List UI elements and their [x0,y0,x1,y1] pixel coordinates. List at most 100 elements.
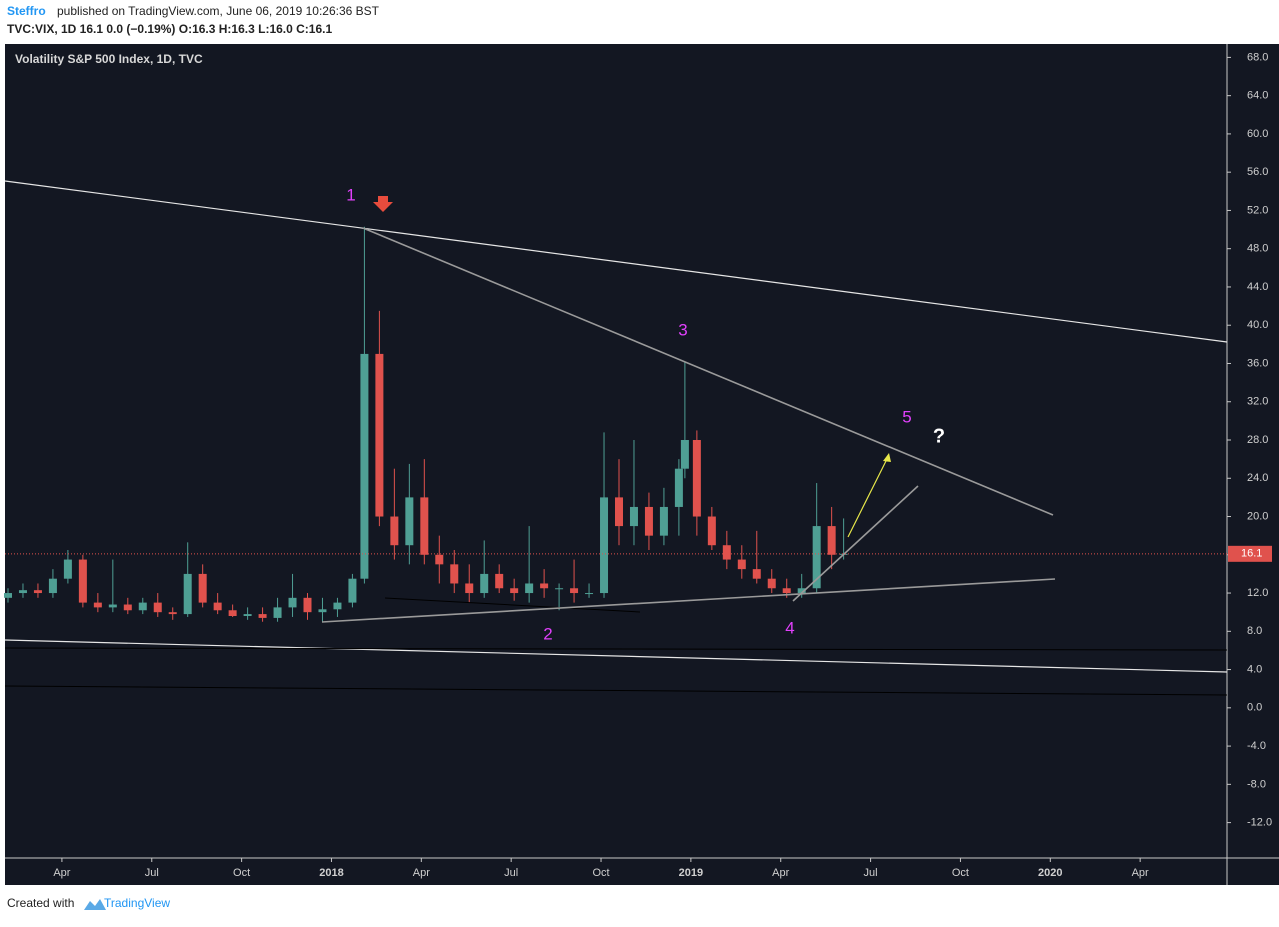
candle-body [465,583,474,594]
x-tick-label: Oct [952,867,969,879]
candle-body [213,602,222,611]
y-tick-label: 60.0 [1247,128,1268,140]
wave-label: 3 [678,320,687,339]
arrow-head [883,453,891,462]
published: published on TradingView.com, June 06, 2… [57,4,380,18]
last-price-label: 16.1 [1241,548,1262,560]
y-tick-label: -4.0 [1247,740,1266,752]
quote: TVC:VIX, 1D 16.1 0.0 (−0.19%) O:16.3 H:1… [7,22,332,36]
arrow [847,454,890,538]
x-tick-label: 2020 [1038,867,1062,879]
candle-body [450,564,459,584]
y-tick-label: 52.0 [1247,204,1268,216]
candle-body [707,516,716,546]
candle-body [78,559,87,603]
symbol-title: Volatility S&P 500 Index, 1D, TVC [15,52,203,66]
x-tick-label: Apr [53,867,70,879]
trendline [4,639,1228,673]
candle-body [525,583,534,594]
candle-body [303,597,312,613]
wave-label: 2 [543,624,552,643]
candle-body [63,559,72,579]
candle-body [348,578,357,603]
candle-body [722,545,731,560]
sell-arrow [373,196,393,212]
logo [84,899,106,910]
y-tick-label: -12.0 [1247,817,1272,829]
candle-body [752,569,761,579]
y-tick-label: 28.0 [1247,434,1268,446]
candle-body [570,588,579,594]
candle-body [318,609,327,613]
candle-body [674,468,683,507]
hline [4,647,1228,651]
candle-body [510,588,519,594]
candle-body [48,578,57,594]
footer-brand: TradingView [104,896,170,910]
wave-label: 4 [785,618,794,637]
candle-body [540,583,549,589]
y-tick-label: 4.0 [1247,663,1262,675]
y-tick-label: -8.0 [1247,778,1266,790]
y-tick-label: 56.0 [1247,166,1268,178]
candle-body [644,506,653,536]
candle-body [243,614,252,616]
candle-body [273,607,282,618]
trendline [321,578,1056,623]
candle-body [33,590,42,594]
x-tick-label: Oct [592,867,609,879]
candle-body [680,440,689,469]
candle-body [614,497,623,527]
plot-area [5,44,1279,885]
candle-body [93,602,102,608]
candle-body [827,526,836,555]
y-tick-label: 24.0 [1247,472,1268,484]
candle-body [737,559,746,570]
candle-body [435,554,444,565]
last-price-box [1228,545,1272,562]
candle-body [797,588,806,594]
x-tick-label: Apr [1132,867,1149,879]
trendline [362,227,1054,516]
x-tick-label: 2018 [319,867,343,879]
x-tick-label: Jul [864,867,878,879]
candle-body [600,497,609,594]
candle-body [228,610,237,616]
y-tick-label: 48.0 [1247,243,1268,255]
wave-label: 5 [902,407,911,426]
trendline [792,485,919,602]
y-tick-label: 68.0 [1247,51,1268,63]
candle-body [333,602,342,610]
candle-body [138,602,147,611]
hline [4,685,1228,696]
candle-body [585,593,594,595]
candle-body [692,440,701,517]
candle-body [480,573,489,594]
author: Steffro [7,4,46,18]
drawings: 1 2 3 4 5 ? [4,180,1228,696]
y-tick-label: 44.0 [1247,281,1268,293]
x-tick-label: Apr [772,867,789,879]
y-tick-label: 36.0 [1247,357,1268,369]
footer-created: Created with [7,896,74,910]
candle-body [555,588,564,590]
candle-body [183,573,192,615]
candle-body [153,602,162,613]
footer-bg [0,885,1279,922]
y-tick-label: 40.0 [1247,319,1268,331]
candle-body [375,353,384,517]
candle-body [258,614,267,618]
candle-body [782,588,791,594]
candle-body [18,590,27,594]
candle-body [288,597,297,608]
x-tick-label: Jul [145,867,159,879]
candle-body [812,526,821,589]
x-tick-label: Oct [233,867,250,879]
x-tick-label: Jul [504,867,518,879]
y-tick-label: 8.0 [1247,625,1262,637]
candle-body [123,604,132,611]
candle-body [405,497,414,546]
y-tick-label: 12.0 [1247,587,1268,599]
